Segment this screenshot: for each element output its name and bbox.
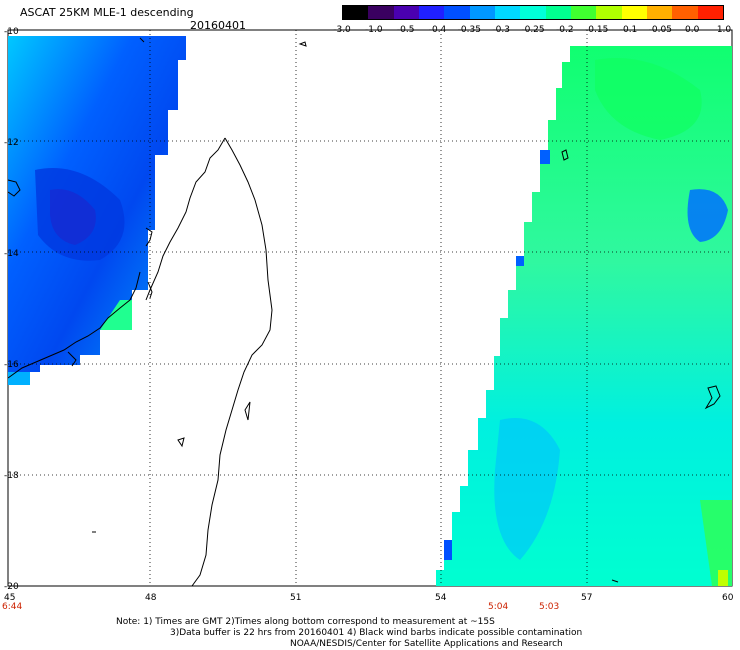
color-swatch [520, 6, 546, 19]
lat-tick-labels: -10 -12 -14 -16 -18 -20 [4, 27, 19, 592]
lon-tick-label: 57 [581, 593, 592, 603]
map-title: ASCAT 25KM MLE-1 descending [20, 6, 194, 19]
note-line-1: Note: 1) Times are GMT 2)Times along bot… [116, 617, 495, 627]
color-swatch [545, 6, 571, 19]
lat-tick-label: -18 [4, 471, 19, 481]
east-swath [436, 46, 732, 586]
west-swath [8, 36, 186, 385]
overpass-times: 6:44 5:04 5:03 [2, 602, 559, 612]
lat-tick-label: -10 [4, 27, 19, 37]
lat-tick-label: -12 [4, 138, 19, 148]
color-swatch [494, 6, 521, 19]
overpass-time: 5:04 [488, 602, 508, 612]
lon-tick-label: 54 [435, 593, 447, 603]
color-swatch [621, 6, 647, 19]
coastline-madagascar [145, 41, 307, 587]
color-swatch [418, 6, 445, 19]
lat-tick-label: -20 [4, 582, 19, 592]
lon-tick-label: 45 [4, 593, 15, 603]
lon-tick-label: 48 [145, 593, 157, 603]
overpass-time: 6:44 [2, 602, 22, 612]
overpass-time: 5:03 [539, 602, 559, 612]
color-swatch [596, 6, 622, 19]
color-swatch [646, 6, 673, 19]
lon-tick-label: 51 [290, 593, 301, 603]
lon-tick-label: 60 [722, 593, 734, 603]
color-scale-bar [342, 5, 724, 20]
color-swatch [444, 6, 470, 19]
color-swatch [469, 6, 495, 19]
color-swatch [570, 6, 597, 19]
color-swatch [672, 6, 698, 19]
coastline-africa [7, 179, 153, 379]
note-line-2: 3)Data buffer is 22 hrs from 20160401 4)… [170, 628, 583, 638]
color-swatch [393, 6, 419, 19]
color-swatch [368, 6, 394, 19]
graticule [8, 30, 732, 586]
map-date: 20160401 [190, 19, 246, 32]
lat-tick-label: -14 [4, 249, 19, 259]
note-line-3: NOAA/NESDIS/Center for Satellite Applica… [290, 639, 563, 649]
coastline-islands [92, 37, 721, 583]
color-swatch [697, 6, 723, 19]
lon-tick-labels: 45 48 51 54 57 60 [4, 593, 734, 603]
lat-tick-label: -16 [4, 360, 19, 370]
color-swatch [343, 6, 369, 19]
